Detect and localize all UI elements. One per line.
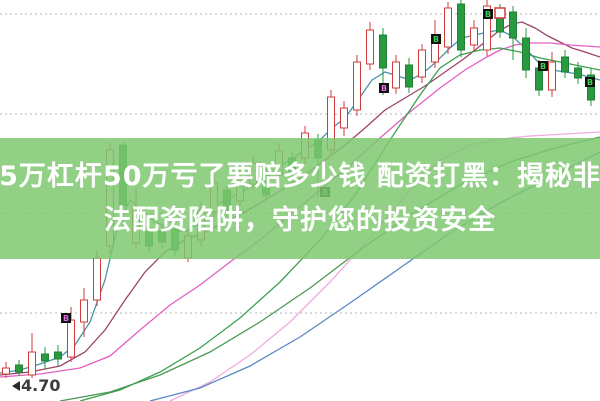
candle-down bbox=[457, 0, 465, 57]
signal-badge: B bbox=[483, 9, 493, 19]
candle-body bbox=[54, 351, 62, 360]
signal-badge: B bbox=[61, 313, 71, 323]
signal-badge: B bbox=[538, 61, 548, 71]
candle-body bbox=[444, 7, 452, 48]
headline-line-2: 法配资陷阱，守护您的投资安全 bbox=[104, 204, 496, 236]
signal-badge: B bbox=[379, 83, 389, 93]
candle-body bbox=[483, 5, 491, 51]
candle-body bbox=[353, 61, 361, 111]
candle-body bbox=[405, 64, 413, 88]
signal-badge-glyph: B bbox=[540, 62, 546, 71]
candle-up bbox=[80, 288, 88, 337]
candle-body bbox=[509, 11, 517, 39]
signal-badge-glyph: B bbox=[485, 10, 491, 19]
headline-banner: 5万杠杆50万亏了要赔多少钱 配资打黑：揭秘非 法配资陷阱，守护您的投资安全 bbox=[0, 138, 600, 259]
candle-up bbox=[483, 0, 491, 56]
candle-body bbox=[93, 257, 101, 301]
signal-badge-box bbox=[483, 9, 493, 19]
candle-down bbox=[522, 28, 530, 78]
candle-body bbox=[80, 299, 88, 323]
signal-badge-box bbox=[379, 83, 389, 93]
candle-down bbox=[561, 50, 569, 78]
signal-badge: B bbox=[431, 34, 441, 44]
candle-up bbox=[444, 2, 452, 54]
candle-body bbox=[522, 37, 530, 71]
candle-body bbox=[392, 61, 400, 89]
left-arrow-icon bbox=[12, 380, 20, 391]
candle-up bbox=[2, 362, 10, 378]
candle-down bbox=[574, 62, 582, 84]
candle-body bbox=[379, 34, 387, 69]
candle-body bbox=[457, 3, 465, 51]
candle-down bbox=[405, 58, 413, 93]
candle-down bbox=[15, 360, 23, 376]
low-price-annotation: 4.70 bbox=[12, 376, 60, 395]
signal-badge-box bbox=[61, 313, 71, 323]
candle-body bbox=[15, 364, 23, 373]
candle-down bbox=[54, 345, 62, 366]
signal-badge: B bbox=[585, 77, 595, 87]
candle-down bbox=[41, 347, 49, 369]
candle-up bbox=[353, 55, 361, 116]
signal-badge-box bbox=[538, 61, 548, 71]
signal-badge-glyph: B bbox=[63, 314, 69, 323]
candle-body bbox=[41, 353, 49, 362]
candle-up bbox=[418, 44, 426, 83]
candle-down bbox=[509, 6, 517, 60]
candle-body bbox=[340, 107, 348, 129]
ma-mid-green bbox=[79, 47, 600, 401]
candle-up bbox=[548, 52, 556, 97]
candle-body bbox=[67, 319, 75, 358]
signal-badge-glyph: B bbox=[433, 35, 439, 44]
candle-body bbox=[587, 74, 595, 101]
candle-body bbox=[548, 61, 556, 91]
candle-body bbox=[574, 67, 582, 79]
current-candle-highlight-box bbox=[494, 7, 506, 19]
candle-up bbox=[28, 333, 36, 378]
candle-up bbox=[340, 101, 348, 136]
low-price-value: 4.70 bbox=[21, 376, 61, 395]
candle-body bbox=[561, 56, 569, 73]
headline-line-1: 5万杠杆50万亏了要赔多少钱 配资打黑：揭秘非 bbox=[0, 160, 600, 192]
candle-up bbox=[392, 55, 400, 94]
signal-badge-glyph: B bbox=[587, 78, 593, 87]
signal-badge-box bbox=[431, 34, 441, 44]
candle-body bbox=[535, 67, 543, 91]
candle-body bbox=[366, 29, 374, 65]
candle-up bbox=[366, 22, 374, 70]
candle-body bbox=[418, 49, 426, 78]
candle-body bbox=[28, 351, 36, 376]
signal-badge-box bbox=[585, 77, 595, 87]
signal-badge-glyph: B bbox=[381, 84, 387, 93]
candle-up bbox=[470, 20, 478, 52]
candle-body bbox=[2, 367, 10, 375]
candle-body bbox=[470, 27, 478, 46]
